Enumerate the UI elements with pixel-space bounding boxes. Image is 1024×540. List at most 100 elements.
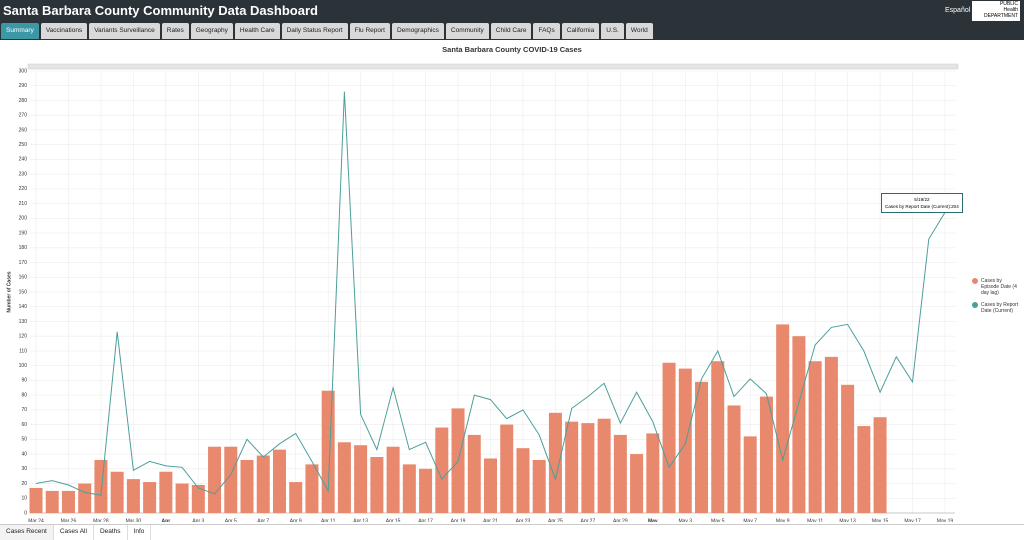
x-tick-label: Apr 13 — [353, 518, 368, 522]
tab[interactable]: Variants Surveillance — [89, 23, 160, 39]
tooltip-text: Cases by Report Date (Current):204 — [885, 203, 959, 210]
bar — [808, 361, 822, 513]
y-tick-label: 70 — [21, 407, 27, 413]
tab[interactable]: U.S. — [601, 23, 624, 39]
x-tick-label: Apr 19 — [451, 518, 466, 522]
bar — [727, 405, 741, 513]
y-tick-label: 160 — [19, 275, 28, 281]
bar — [61, 490, 75, 513]
tab[interactable]: Geography — [190, 23, 233, 39]
x-tick-label: Mar 26 — [61, 518, 77, 522]
bar — [467, 434, 481, 513]
legend-swatch — [972, 278, 978, 284]
bar — [759, 396, 773, 513]
x-tick-label: Apr 29 — [613, 518, 628, 522]
x-tick-label: Apr 7 — [257, 518, 269, 522]
tab[interactable]: Vaccinations — [40, 23, 88, 39]
language-link[interactable]: Español — [945, 7, 971, 14]
bar — [272, 449, 286, 513]
y-tick-label: 210 — [19, 201, 28, 207]
bar — [208, 446, 222, 513]
x-tick-label: May 7 — [743, 518, 757, 522]
x-tick-label: Mar 30 — [126, 518, 142, 522]
y-tick-label: 50 — [21, 437, 27, 443]
y-tick-label: 170 — [19, 260, 28, 266]
bottom-tab[interactable]: Cases All — [54, 525, 94, 540]
y-tick-label: 120 — [19, 334, 28, 340]
tab[interactable]: Demographics — [391, 23, 444, 39]
x-tick-label: Mar 28 — [93, 518, 109, 522]
tab[interactable]: Child Care — [490, 23, 532, 39]
bar — [516, 448, 530, 513]
y-tick-label: 180 — [19, 245, 28, 251]
bar — [711, 361, 725, 513]
x-tick-label: Apr 3 — [192, 518, 204, 522]
bar — [824, 356, 838, 513]
y-tick-label: 230 — [19, 171, 28, 177]
x-tick-label: Apr 27 — [581, 518, 596, 522]
y-tick-label: 290 — [19, 83, 28, 89]
x-tick-label: Apr 23 — [516, 518, 531, 522]
tab[interactable]: Rates — [161, 23, 189, 39]
bottom-tab[interactable]: Deaths — [94, 525, 128, 540]
y-tick-label: 300 — [19, 68, 28, 74]
bar — [126, 479, 140, 513]
y-tick-label: 20 — [21, 481, 27, 487]
navigator[interactable] — [27, 63, 959, 70]
bar — [289, 482, 303, 513]
logo: PUBLIC Health DEPARTMENT — [972, 1, 1020, 21]
tab[interactable]: Flu Report — [349, 23, 390, 39]
bar — [143, 482, 157, 513]
bar — [175, 483, 189, 513]
x-tick-label: Apr 17 — [418, 518, 433, 522]
y-tick-label: 150 — [19, 289, 28, 295]
x-tick-label: Apr 15 — [386, 518, 401, 522]
tab-bar: Summary Vaccinations Variants Surveillance… — [1, 23, 653, 39]
y-tick-label: 10 — [21, 496, 27, 502]
bar — [402, 464, 416, 513]
x-tick-label: Mar 24 — [28, 518, 44, 522]
x-tick-label: Apr 25 — [548, 518, 563, 522]
y-axis-label: Number of Cases — [6, 271, 12, 312]
tooltip-value: 204 — [951, 204, 959, 209]
x-tick-label: Apr — [162, 518, 171, 522]
bar — [857, 426, 871, 513]
line — [35, 91, 946, 496]
tab[interactable]: Daily Status Report — [281, 23, 348, 39]
legend-item[interactable]: Cases by Report Date (Current) — [972, 302, 1020, 314]
tab[interactable]: Community — [445, 23, 489, 39]
bar — [240, 459, 254, 513]
x-tick-label: Apr 21 — [483, 518, 498, 522]
y-tick-label: 190 — [19, 230, 28, 236]
legend-item[interactable]: Cases by Episode Date (4 day lag) — [972, 278, 1020, 296]
bar — [532, 459, 546, 513]
bar — [500, 424, 514, 513]
y-tick-label: 90 — [21, 378, 27, 384]
tab[interactable]: Health Care — [234, 23, 280, 39]
tab[interactable]: FAQs — [533, 23, 560, 39]
tab[interactable]: Summary — [1, 23, 39, 39]
bottom-tab[interactable]: Info — [128, 525, 152, 540]
bar — [224, 446, 238, 513]
tab[interactable]: California — [561, 23, 600, 39]
bar — [256, 455, 270, 513]
bar — [630, 454, 644, 513]
bottom-tab-bar: Cases Recent Cases All Deaths Info — [0, 524, 1024, 540]
bar — [321, 390, 335, 513]
y-tick-label: 130 — [19, 319, 28, 325]
tooltip: 5/19/22 Cases by Report Date (Current):2… — [881, 193, 963, 213]
tab[interactable]: World — [625, 23, 653, 39]
x-tick-label: Apr 9 — [290, 518, 302, 522]
bar — [386, 446, 400, 513]
bar — [678, 368, 692, 513]
x-tick-label: May — [648, 518, 658, 522]
logo-text: Health — [1003, 7, 1018, 13]
bar — [337, 442, 351, 513]
bottom-tab[interactable]: Cases Recent — [0, 525, 54, 540]
bar — [435, 427, 449, 513]
legend: Cases by Episode Date (4 day lag) Cases b… — [972, 278, 1020, 320]
tooltip-label: Cases by Report Date (Current): — [885, 204, 952, 209]
y-tick-label: 240 — [19, 157, 28, 163]
bar — [792, 336, 806, 513]
logo-text: DEPARTMENT — [984, 13, 1018, 19]
